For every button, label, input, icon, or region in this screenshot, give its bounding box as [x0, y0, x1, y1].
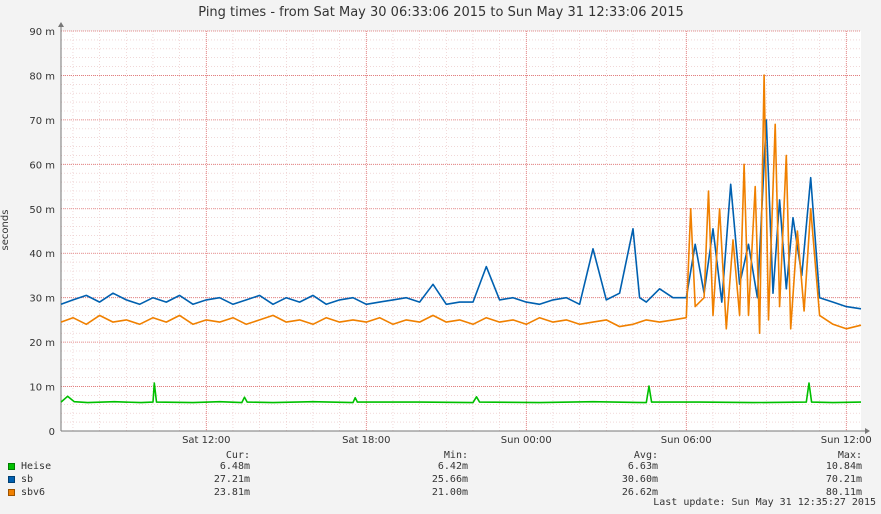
legend-item-heise: Heise — [8, 461, 51, 472]
y-tick-label: 60 m — [29, 160, 55, 171]
chart-title: Ping times - from Sat May 30 06:33:06 20… — [198, 5, 683, 20]
stats-header-min: Min: — [443, 450, 468, 461]
y-axis-arrow — [58, 22, 64, 27]
x-tick-label: Sun 12:00 — [821, 435, 872, 446]
legend-label: Heise — [21, 461, 52, 472]
stat-min-sb: 25.66m — [431, 474, 468, 485]
y-axis-label: seconds — [0, 210, 11, 251]
stat-cur-sbv6: 23.81m — [213, 487, 250, 498]
series-line-sb — [60, 119, 862, 310]
legend-label: sbv6 — [21, 487, 46, 498]
last-update: Last update: Sun May 31 12:35:27 2015 — [653, 497, 876, 508]
y-tick-label: 70 m — [29, 116, 55, 127]
x-axis-arrow — [865, 428, 870, 434]
y-tick-label: 90 m — [29, 27, 55, 38]
stat-min-heise: 6.42m — [437, 461, 468, 472]
stat-cur-sb: 27.21m — [213, 474, 250, 485]
legend-item-sb: sb — [8, 474, 33, 485]
grid — [61, 30, 861, 432]
x-tick-label: Sun 00:00 — [501, 435, 552, 446]
legend-swatch — [8, 463, 15, 470]
stat-max-heise: 10.84m — [825, 461, 862, 472]
stat-avg-sbv6: 26.62m — [621, 487, 658, 498]
y-tick-label: 30 m — [29, 294, 55, 305]
x-tick-label: Sun 06:00 — [661, 435, 712, 446]
x-tick-label: Sat 18:00 — [342, 435, 390, 446]
stat-min-sbv6: 21.00m — [431, 487, 468, 498]
stat-avg-heise: 6.63m — [627, 461, 658, 472]
stat-max-sb: 70.21m — [825, 474, 862, 485]
stat-max-sbv6: 80.11m — [825, 487, 862, 498]
y-tick-label: 80 m — [29, 71, 55, 82]
y-tick-label: 10 m — [29, 383, 55, 394]
series-lines — [60, 74, 862, 404]
y-tick-label: 0 — [49, 427, 55, 438]
legend-swatch — [8, 489, 15, 496]
plot-area — [61, 31, 861, 431]
y-tick-label: 20 m — [29, 338, 55, 349]
legend-label: sb — [21, 474, 34, 485]
series-line-sbv6 — [60, 74, 862, 334]
y-tick-label: 40 m — [29, 249, 55, 260]
x-tick-label: Sat 12:00 — [182, 435, 230, 446]
stat-cur-heise: 6.48m — [219, 461, 250, 472]
stats-header-avg: Avg: — [633, 450, 658, 461]
stats-header-max: Max: — [837, 450, 862, 461]
y-tick-label: 50 m — [29, 205, 55, 216]
stats-header-cur: Cur: — [225, 450, 250, 461]
stat-avg-sb: 30.60m — [621, 474, 658, 485]
legend-item-sbv6: sbv6 — [8, 487, 45, 498]
axes: 0 10 m 20 m 30 m 40 m 50 m 60 m 70 m 80 m 90 m Sat… — [29, 22, 872, 446]
series-line-heise — [60, 382, 862, 404]
legend-swatch — [8, 476, 15, 483]
